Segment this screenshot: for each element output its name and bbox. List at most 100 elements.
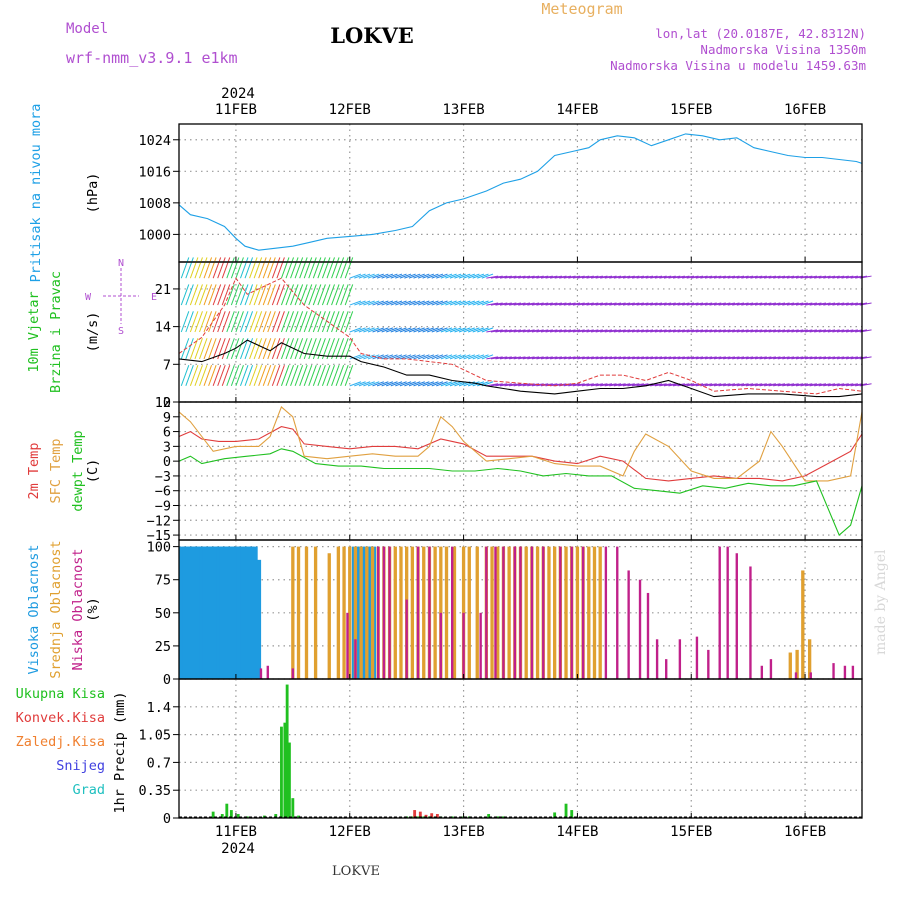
wind-barb bbox=[490, 356, 503, 360]
wind-compass-icon: N S W E bbox=[85, 258, 157, 337]
wind-barb bbox=[436, 273, 448, 279]
wind-barb bbox=[800, 383, 813, 387]
wind-barb bbox=[340, 311, 349, 333]
wind-barb bbox=[235, 338, 244, 360]
wind-barb bbox=[426, 273, 439, 279]
wind-barb bbox=[704, 329, 717, 333]
unit-label-pressure: (hPa) bbox=[85, 173, 101, 214]
wind-barb bbox=[691, 329, 704, 333]
wind-barb bbox=[636, 275, 649, 279]
wind-barb bbox=[691, 383, 704, 387]
bar-low bbox=[259, 668, 263, 679]
wind-barb bbox=[654, 275, 667, 279]
wind-barb bbox=[199, 257, 208, 279]
wind-barb bbox=[841, 302, 854, 306]
wind-barb bbox=[550, 383, 563, 387]
wind-barb bbox=[809, 302, 822, 306]
wind-barb bbox=[189, 338, 199, 360]
bar-mid bbox=[353, 546, 358, 679]
wind-barb bbox=[527, 356, 540, 360]
wind-barb bbox=[741, 275, 754, 279]
bar-mid bbox=[788, 652, 792, 679]
wind-barb bbox=[499, 383, 512, 387]
y-tick-label: 0 bbox=[163, 672, 171, 688]
bar-low bbox=[519, 546, 522, 679]
wind-barb bbox=[335, 338, 345, 360]
wind-barb bbox=[258, 365, 267, 387]
panel-wind: 0 7 14 21 N S W E bbox=[85, 257, 872, 411]
panel-pressure: 1000 1008 1016 1024 bbox=[138, 123, 863, 263]
wind-barb bbox=[600, 302, 613, 306]
wind-barb bbox=[713, 302, 726, 306]
bar-total bbox=[450, 816, 454, 818]
wind-barb bbox=[308, 257, 317, 279]
wind-barb bbox=[700, 329, 713, 333]
wind-barb bbox=[773, 383, 786, 387]
wind-barb bbox=[563, 275, 576, 279]
wind-barb bbox=[595, 302, 608, 306]
wind-barb bbox=[590, 356, 603, 360]
y-tick-label: 75 bbox=[155, 573, 171, 589]
wind-barb bbox=[750, 275, 763, 279]
wind-barb bbox=[212, 365, 222, 387]
bar-low bbox=[604, 546, 608, 679]
wind-barb bbox=[709, 329, 722, 333]
wind-barb bbox=[185, 311, 194, 333]
bar-low bbox=[718, 546, 721, 679]
wind-barb bbox=[832, 275, 845, 279]
wind-barb bbox=[536, 329, 549, 333]
bar-low bbox=[851, 665, 855, 679]
wind-barb bbox=[791, 302, 804, 306]
wind-barb bbox=[481, 273, 494, 279]
wind-barb bbox=[855, 329, 868, 333]
wind-barb bbox=[180, 284, 190, 306]
wind-barb bbox=[299, 257, 308, 279]
wind-barb bbox=[577, 275, 590, 279]
wind-barb bbox=[458, 354, 471, 360]
wind-barb bbox=[809, 356, 822, 360]
top-tick-label: 11FEB bbox=[215, 102, 257, 118]
wind-barb bbox=[445, 273, 457, 279]
wind-barb bbox=[791, 356, 804, 360]
wind-barb bbox=[194, 338, 203, 360]
wind-barb bbox=[326, 257, 335, 279]
wind-barb bbox=[809, 329, 822, 333]
wind-barb bbox=[782, 275, 795, 279]
wind-barb bbox=[577, 356, 590, 360]
wind-barb bbox=[768, 329, 781, 333]
wind-barb bbox=[399, 273, 412, 279]
wind-barb bbox=[677, 275, 690, 279]
wind-barb bbox=[344, 365, 354, 387]
wind-barb bbox=[645, 329, 658, 333]
wind-barb bbox=[454, 327, 466, 333]
wind-barb bbox=[536, 275, 549, 279]
wind-barb bbox=[782, 383, 795, 387]
bar-low bbox=[726, 546, 729, 679]
wind-barb bbox=[827, 356, 840, 360]
compass-letter: E bbox=[151, 292, 157, 303]
wind-barb bbox=[850, 356, 863, 360]
wind-barb bbox=[386, 381, 398, 387]
wind-barb bbox=[804, 329, 817, 333]
wind-barb bbox=[290, 365, 299, 387]
y-tick-label: 0 bbox=[163, 811, 171, 827]
wind-barb bbox=[454, 300, 466, 306]
wind-barb bbox=[832, 383, 845, 387]
wind-barb bbox=[226, 284, 235, 306]
wind-barb bbox=[358, 273, 371, 279]
wind-barb bbox=[340, 257, 349, 279]
wind-barb bbox=[595, 275, 608, 279]
unit-label-temperature: (C) bbox=[85, 459, 101, 483]
wind-barb bbox=[736, 383, 749, 387]
wind-barb bbox=[386, 327, 398, 333]
wind-barb bbox=[276, 311, 285, 333]
wind-barb bbox=[303, 365, 313, 387]
wind-barb bbox=[795, 383, 808, 387]
wind-barb bbox=[754, 356, 767, 360]
wind-barb bbox=[472, 300, 485, 306]
wind-barb bbox=[285, 311, 294, 333]
wind-barb bbox=[408, 273, 421, 279]
wind-barb bbox=[417, 273, 430, 279]
wind-barb bbox=[855, 302, 868, 306]
